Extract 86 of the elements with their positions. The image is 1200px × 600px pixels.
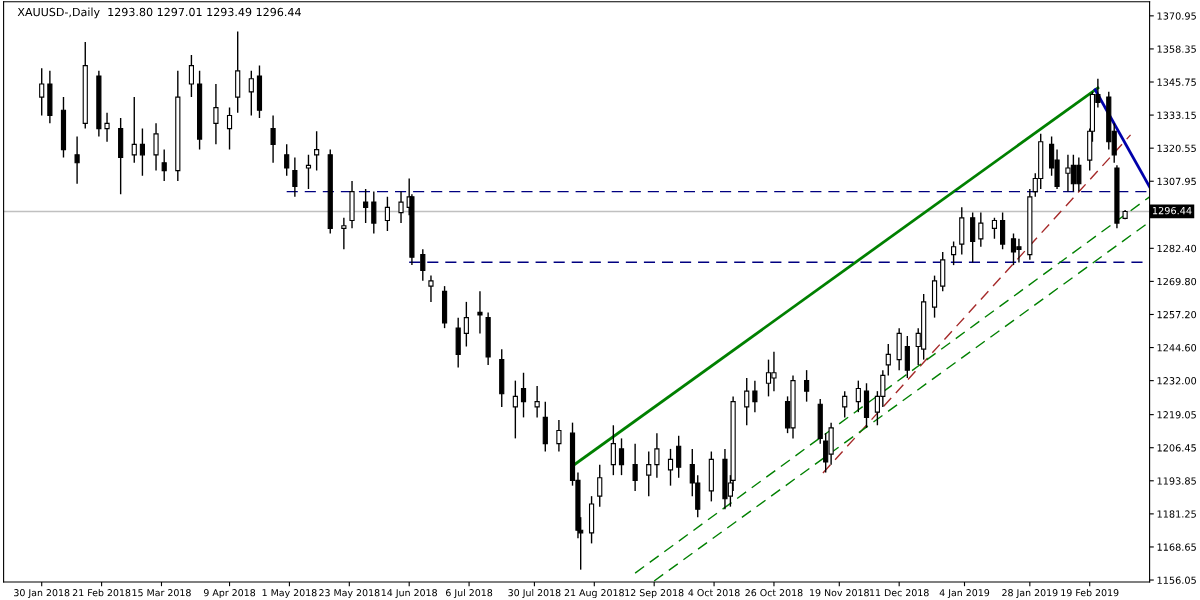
candlestick [667, 448, 674, 487]
y-tick-label: 1219.05 [1157, 411, 1196, 419]
candlestick [534, 385, 540, 419]
candlestick [855, 379, 861, 413]
x-tick-label: 1 May 2018 [262, 589, 317, 599]
x-tick-label: 21 Feb 2018 [72, 588, 131, 597]
candlestick [39, 67, 45, 117]
y-tick-label: 1156.05 [1157, 576, 1196, 584]
candlestick [556, 419, 562, 453]
candlestick [610, 424, 616, 476]
y-tick-label: 1282.40 [1157, 244, 1197, 253]
candlestick [420, 248, 426, 282]
y-tick-label: 1358.35 [1157, 45, 1196, 53]
candlestick [978, 211, 984, 248]
ref-line-label: 1296.44 [1152, 206, 1192, 215]
y-tick-label: 1320.55 [1157, 144, 1196, 152]
x-tick-label: 9 Apr 2018 [203, 589, 256, 599]
candlestick [1000, 211, 1006, 251]
x-tick-label: 4 Oct 2018 [688, 589, 740, 597]
candlestick [270, 114, 276, 164]
candlestick [676, 435, 682, 479]
candlestick [970, 211, 976, 264]
candlestick [153, 122, 159, 172]
y-tick-label: 1168.65 [1157, 543, 1196, 551]
candlestick [618, 437, 625, 476]
candlestick [477, 290, 483, 335]
candlestick [104, 112, 110, 143]
candlestick [951, 240, 957, 266]
candlestick [292, 156, 298, 198]
candlestick [131, 96, 137, 164]
candlestick [341, 217, 347, 251]
x-tick-label: 15 Mar 2018 [132, 589, 191, 597]
y-tick-label: 1333.15 [1157, 111, 1196, 119]
x-tick-label: 4 Jan 2019 [939, 589, 990, 599]
y-tick-label: 1193.85 [1157, 477, 1196, 485]
y-tick-label: 1370.95 [1157, 12, 1196, 20]
candlestick [188, 54, 195, 98]
x-tick-label: 28 Jan 2019 [1002, 589, 1058, 599]
x-tick-label: 23 May 2018 [319, 589, 380, 599]
candlestick [284, 143, 290, 177]
candlestick [904, 335, 910, 379]
y-tick-label: 1257.20 [1157, 310, 1197, 319]
x-tick-label: 19 Nov 2018 [810, 589, 869, 597]
candlestick [161, 148, 167, 182]
candlestick [842, 390, 848, 419]
candlestick [597, 463, 603, 508]
candlestick [991, 217, 998, 240]
candlestick [512, 379, 518, 440]
text: XAUUSD-,Daily 1293.80 1297.01 1293.49 1296.44 [17, 7, 301, 19]
candlestick [398, 190, 404, 224]
y-tick-label: 1206.45 [1157, 444, 1196, 452]
candlestick [428, 274, 434, 303]
candlestick [363, 188, 369, 224]
candlestick [744, 377, 750, 426]
candlestick [213, 83, 219, 146]
x-tick-label: 26 Oct 2018 [745, 589, 803, 597]
candlestick [632, 442, 638, 492]
candlestick [305, 154, 312, 190]
candlestick [520, 372, 527, 419]
candlestick [885, 343, 891, 377]
candlestick [646, 450, 652, 497]
candlestick [139, 127, 146, 177]
candlestick [248, 70, 254, 117]
y-tick-label: 1244.60 [1157, 344, 1197, 352]
candlestick [74, 135, 80, 185]
x-tick-label: 6 Jul 2018 [446, 588, 493, 599]
candlestick [371, 190, 377, 235]
candlestick [654, 432, 660, 479]
x-tick-label: 14 Jun 2018 [381, 589, 437, 599]
candlestick [314, 130, 320, 172]
x-tick-label: 11 Dec 2018 [870, 589, 929, 597]
x-tick-label: 30 Jul 2018 [508, 588, 561, 599]
candlestick [752, 379, 758, 413]
x-tick-label: 19 Feb 2019 [1061, 588, 1119, 597]
y-tick-label: 1345.75 [1157, 78, 1196, 86]
candlestick [463, 301, 469, 348]
candlestick [226, 106, 233, 151]
candlestick [384, 196, 391, 232]
candlestick [804, 369, 810, 403]
y-tick-label: 1269.80 [1157, 277, 1197, 286]
y-tick-label: 1232.00 [1157, 377, 1197, 385]
y-tick-label: 1181.25 [1157, 510, 1196, 518]
x-tick-label: 12 Sep 2018 [625, 589, 684, 599]
x-tick-label: 21 Aug 2018 [564, 589, 624, 599]
x-tick-label: 30 Jan 2018 [14, 589, 70, 599]
y-tick-label: 1307.95 [1157, 177, 1196, 186]
